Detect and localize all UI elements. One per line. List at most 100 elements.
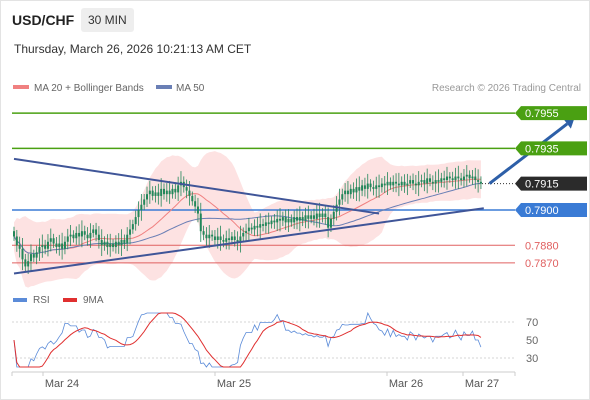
candle-body [32, 254, 35, 258]
price-levels [12, 112, 515, 264]
candle-body [440, 178, 443, 182]
rsi-tick-label: 50 [526, 335, 538, 347]
rsi-legend-label: RSI [33, 295, 50, 306]
ma50-line [13, 182, 481, 255]
candle-body [380, 183, 383, 188]
candle-body [78, 232, 81, 237]
ma20-legend-swatch [13, 85, 29, 89]
lower-trendline [13, 207, 484, 275]
candle-body [165, 190, 168, 195]
candle-body [389, 181, 392, 186]
candle-body [92, 229, 95, 233]
candle-body [395, 181, 398, 184]
candle-body [199, 213, 202, 232]
candle-body [174, 188, 177, 193]
candle-body [420, 180, 423, 182]
candle-body [114, 241, 117, 248]
timeframe-badge[interactable]: 30 MIN [81, 8, 134, 32]
candle-body [267, 222, 270, 225]
rsi-pane: RSI 9MA 70 50 30 [12, 295, 538, 368]
candle-body [284, 217, 287, 223]
candle-body [318, 213, 321, 218]
candle-body [52, 238, 55, 244]
candle-body [230, 236, 233, 240]
candle-body [18, 245, 21, 249]
candle-body [41, 245, 44, 248]
candle-body [228, 238, 231, 240]
candle-body [270, 220, 273, 225]
candle-body [242, 232, 245, 237]
candle-body [375, 185, 378, 189]
candle-body [146, 194, 149, 200]
candle-body [338, 199, 341, 205]
candle-body [151, 190, 154, 196]
candle-body [129, 229, 132, 235]
candle-body [63, 241, 66, 249]
candle-body [222, 239, 225, 242]
candle-body [355, 187, 358, 193]
candle-body [454, 176, 457, 181]
candle-body [290, 218, 293, 223]
candle-body [97, 234, 100, 240]
candle-body [417, 181, 420, 186]
x-axis-tick-label: Mar 25 [217, 378, 251, 390]
candle-body [256, 225, 259, 228]
candle-body [431, 181, 434, 184]
candle-body [448, 176, 451, 179]
price-level-tag [515, 106, 587, 121]
candle-body [403, 181, 406, 186]
candle-body [346, 190, 349, 195]
candle-body [196, 206, 199, 214]
rsi-tick-label: 30 [526, 353, 538, 365]
candle-body [46, 241, 49, 249]
candle-body [171, 188, 174, 195]
rsi-ma-legend-swatch [63, 298, 77, 302]
candle-body [191, 195, 194, 202]
candle-body [126, 234, 129, 244]
candle-body [38, 247, 41, 253]
candle-body [15, 236, 18, 246]
candle-body [143, 199, 146, 205]
rsi-tick-label: 70 [526, 317, 538, 329]
candle-body [213, 236, 216, 240]
x-axis-tick-label: Mar 27 [465, 378, 499, 390]
candle-body [400, 181, 403, 186]
candle-body [233, 236, 236, 240]
candle-body [29, 254, 32, 262]
price-level-tag [515, 203, 587, 218]
candle-body [95, 229, 98, 235]
rsi-ma-legend-label: 9MA [83, 295, 104, 306]
chart-datetime: Thursday, March 26, 2026 10:21:13 AM CET [14, 42, 252, 56]
price-level-tag [515, 176, 587, 191]
candle-body [211, 234, 214, 237]
price-level-tag [515, 141, 587, 156]
candle-body [205, 234, 208, 239]
candle-body [273, 220, 276, 223]
candle-body [329, 218, 332, 228]
candle-body [414, 183, 417, 186]
ma20-legend-label: MA 20 + Bollinger Bands [34, 83, 144, 94]
ma20-line [13, 178, 481, 255]
price-level-label: 0.7935 [525, 143, 559, 155]
candle-body [312, 215, 315, 219]
price-level-label: 0.7870 [525, 258, 559, 270]
candle-body [344, 190, 347, 195]
candle-body [106, 241, 109, 248]
candle-body [327, 217, 330, 228]
bollinger-band-fill [14, 151, 481, 288]
candle-body [474, 176, 477, 181]
candle-body [75, 232, 78, 239]
candle-body [247, 227, 250, 232]
price-level-label: 0.7880 [525, 240, 559, 252]
candle-body [13, 231, 15, 237]
candle-body [479, 181, 482, 184]
candle-body [468, 174, 471, 179]
candle-body [89, 232, 92, 239]
rsi-legend-swatch [13, 298, 27, 302]
candle-body [406, 183, 409, 186]
candle-body [259, 224, 262, 228]
candle-body [426, 178, 429, 184]
chart-legend: MA 20 + Bollinger Bands MA 50 Research ©… [13, 83, 581, 94]
candle-body [69, 234, 72, 237]
